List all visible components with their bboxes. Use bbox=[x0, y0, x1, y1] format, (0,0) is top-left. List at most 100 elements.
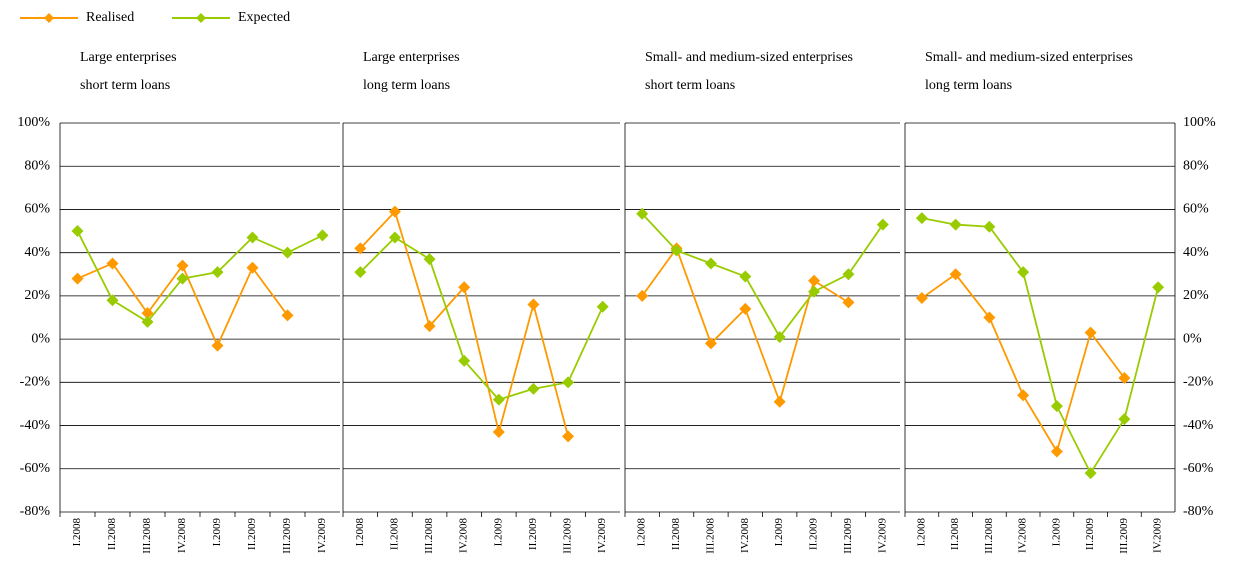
y-tick-label-right: -20% bbox=[1183, 375, 1214, 390]
y-tick-label: -40% bbox=[20, 418, 51, 433]
series-marker bbox=[808, 274, 821, 287]
x-tick-label: III.2009 bbox=[562, 518, 574, 554]
series-marker bbox=[1152, 281, 1165, 294]
series-marker bbox=[773, 330, 786, 343]
x-tick-label: IV.2008 bbox=[739, 518, 751, 553]
legend-marker bbox=[44, 13, 54, 23]
series-marker bbox=[636, 207, 649, 220]
x-tick-label: I.2009 bbox=[773, 518, 785, 547]
series-marker bbox=[915, 212, 928, 225]
series-marker bbox=[458, 281, 471, 294]
x-tick-label: III.2009 bbox=[842, 518, 854, 554]
y-tick-label-right: 40% bbox=[1183, 245, 1209, 260]
x-tick-label: III.2008 bbox=[141, 518, 153, 554]
series-marker bbox=[423, 253, 436, 266]
series-marker bbox=[949, 268, 962, 281]
series-marker bbox=[704, 337, 717, 350]
series-marker bbox=[316, 229, 329, 242]
y-tick-label-right: 0% bbox=[1183, 331, 1202, 346]
series-marker bbox=[211, 266, 224, 279]
series-marker bbox=[527, 298, 540, 311]
series-line bbox=[641, 213, 884, 339]
x-tick-label: I.2009 bbox=[211, 518, 223, 547]
y-tick-label: 0% bbox=[31, 331, 50, 346]
x-tick-label: IV.2008 bbox=[1017, 518, 1029, 553]
y-tick-label: 100% bbox=[17, 115, 50, 130]
x-tick-label: III.2009 bbox=[1118, 518, 1130, 554]
y-tick-label: 40% bbox=[24, 245, 50, 260]
series-marker bbox=[176, 272, 189, 285]
x-tick-label: IV.2009 bbox=[1152, 518, 1164, 553]
panel-title: long term loans bbox=[363, 78, 450, 93]
series-marker bbox=[527, 382, 540, 395]
series-marker bbox=[281, 246, 294, 259]
series-marker bbox=[388, 205, 401, 218]
legend-label: Expected bbox=[238, 10, 290, 25]
x-tick-label: II.2008 bbox=[388, 518, 400, 551]
panel-title: Large enterprises bbox=[80, 50, 177, 65]
x-tick-label: III.2009 bbox=[281, 518, 293, 554]
panel-title: Large enterprises bbox=[363, 50, 460, 65]
x-tick-label: IV.2008 bbox=[176, 518, 188, 553]
series-marker bbox=[949, 218, 962, 231]
series-marker bbox=[876, 218, 889, 231]
series-marker bbox=[141, 307, 154, 320]
series-marker bbox=[596, 300, 609, 313]
series-line bbox=[921, 273, 1126, 454]
legend-label: Realised bbox=[86, 10, 134, 25]
y-tick-label: -60% bbox=[20, 461, 51, 476]
y-tick-label: -20% bbox=[20, 375, 51, 390]
series-line bbox=[359, 236, 604, 401]
panel-title: Small- and medium-sized enterprises bbox=[925, 50, 1133, 65]
series-marker bbox=[388, 231, 401, 244]
x-tick-label: III.2008 bbox=[983, 518, 995, 554]
series-marker bbox=[915, 292, 928, 305]
series-line bbox=[76, 230, 323, 324]
series-marker bbox=[106, 294, 119, 307]
series-marker bbox=[1118, 372, 1131, 385]
series-marker bbox=[808, 285, 821, 298]
y-tick-label-right: 60% bbox=[1183, 202, 1209, 217]
legend-marker bbox=[196, 13, 206, 23]
series-marker bbox=[492, 393, 505, 406]
series-marker bbox=[1084, 467, 1097, 480]
series-marker bbox=[71, 272, 84, 285]
x-tick-label: III.2008 bbox=[423, 518, 435, 554]
y-tick-label: 20% bbox=[24, 288, 50, 303]
x-tick-label: IV.2009 bbox=[876, 518, 888, 553]
x-tick-label: IV.2009 bbox=[316, 518, 328, 553]
y-tick-label: 60% bbox=[24, 202, 50, 217]
series-marker bbox=[842, 268, 855, 281]
y-tick-label-right: -40% bbox=[1183, 418, 1214, 433]
x-tick-label: I.2009 bbox=[1050, 518, 1062, 547]
y-tick-label-right: -80% bbox=[1183, 504, 1214, 519]
series-marker bbox=[106, 257, 119, 270]
x-tick-label: III.2008 bbox=[704, 518, 716, 554]
series-marker bbox=[176, 259, 189, 272]
series-marker bbox=[636, 289, 649, 302]
panel-title: short term loans bbox=[645, 78, 735, 93]
x-tick-label: II.2008 bbox=[106, 518, 118, 551]
series-marker bbox=[458, 354, 471, 367]
panel-title: Small- and medium-sized enterprises bbox=[645, 50, 853, 65]
x-tick-label: II.2009 bbox=[527, 518, 539, 551]
x-tick-label: I.2009 bbox=[492, 518, 504, 547]
series-marker bbox=[562, 376, 575, 389]
series-marker bbox=[1084, 326, 1097, 339]
series-marker bbox=[492, 426, 505, 439]
x-tick-label: I.2008 bbox=[636, 518, 648, 547]
series-line bbox=[921, 217, 1160, 475]
series-marker bbox=[1017, 389, 1030, 402]
series-marker bbox=[71, 225, 84, 238]
y-tick-label-right: -60% bbox=[1183, 461, 1214, 476]
series-marker bbox=[211, 339, 224, 352]
series-marker bbox=[354, 242, 367, 255]
x-tick-label: IV.2009 bbox=[596, 518, 608, 553]
x-tick-label: I.2008 bbox=[915, 518, 927, 547]
y-tick-label: -80% bbox=[20, 504, 51, 519]
series-marker bbox=[1118, 413, 1131, 426]
series-marker bbox=[141, 315, 154, 328]
x-tick-label: I.2008 bbox=[71, 518, 83, 547]
x-tick-label: II.2009 bbox=[808, 518, 820, 551]
